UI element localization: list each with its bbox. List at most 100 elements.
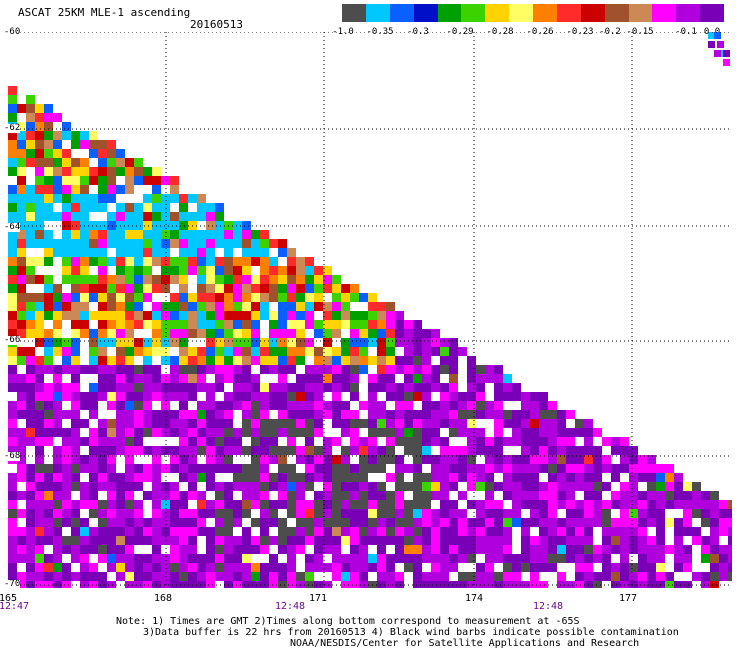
data-cell [80,320,89,329]
data-cell [278,365,287,374]
data-cell [620,446,629,455]
data-cell [548,500,557,509]
data-cell [53,311,62,320]
data-cell [44,365,53,374]
data-cell [593,473,602,482]
data-cell [26,113,35,122]
data-cell [413,545,422,554]
data-cell [323,410,332,419]
data-cell [152,518,161,527]
data-cell [8,113,17,122]
data-cell [269,383,278,392]
data-cell [233,446,242,455]
data-cell [287,554,296,563]
data-cell [575,572,584,581]
data-cell [44,428,53,437]
data-cell [125,320,134,329]
data-cell [368,338,377,347]
data-cell [296,410,305,419]
data-cell [629,509,638,518]
data-cell [188,410,197,419]
data-cell [386,374,395,383]
data-cell [44,338,53,347]
data-cell [161,257,170,266]
data-cell [206,221,215,230]
data-cell [125,293,134,302]
data-cell [260,518,269,527]
data-cell [332,491,341,500]
data-cell [548,482,557,491]
data-cell [368,419,377,428]
data-cell [404,536,413,545]
data-cell [287,410,296,419]
data-cell [377,329,386,338]
data-cell [683,545,692,554]
data-cell [80,392,89,401]
data-cell [107,239,116,248]
data-cell [206,356,215,365]
data-cell [53,320,62,329]
data-cell [521,581,530,588]
data-cell [539,392,548,401]
data-cell [458,536,467,545]
data-cell [26,500,35,509]
data-cell [116,185,125,194]
data-cell [71,527,80,536]
data-cell [107,464,116,473]
data-cell [80,275,89,284]
data-cell [305,392,314,401]
data-cell [683,509,692,518]
data-cell [179,248,188,257]
data-cell [629,563,638,572]
data-cell [602,482,611,491]
data-cell [386,338,395,347]
data-cell [134,203,143,212]
data-cell [116,419,125,428]
data-cell [476,392,485,401]
data-cell [728,518,732,527]
data-cell [377,419,386,428]
data-cell [629,581,638,588]
data-cell [71,518,80,527]
data-cell [35,149,44,158]
data-cell [242,482,251,491]
data-cell [602,554,611,563]
data-cell [98,275,107,284]
data-cell [62,248,71,257]
data-cell [143,338,152,347]
data-cell [116,482,125,491]
data-cell [449,554,458,563]
data-cell [413,500,422,509]
data-cell [224,320,233,329]
data-cell [98,284,107,293]
data-cell [17,257,26,266]
data-cell [548,554,557,563]
data-cell [224,500,233,509]
data-cell [35,500,44,509]
data-cell [521,401,530,410]
data-cell [71,284,80,293]
data-cell [476,437,485,446]
data-cell [530,482,539,491]
data-cell [224,437,233,446]
data-cell [350,374,359,383]
data-cell [206,257,215,266]
data-cell [179,509,188,518]
data-cell [107,446,116,455]
data-cell [89,248,98,257]
data-cell [125,239,134,248]
data-cell [179,320,188,329]
data-cell [386,347,395,356]
data-cell [422,392,431,401]
data-cell [251,536,260,545]
data-cell [269,518,278,527]
data-cell [179,455,188,464]
data-cell [593,572,602,581]
data-cell [332,437,341,446]
data-cell [260,536,269,545]
data-cell [395,581,404,588]
data-cell [404,428,413,437]
data-cell [341,563,350,572]
data-cell [332,347,341,356]
data-cell [98,482,107,491]
